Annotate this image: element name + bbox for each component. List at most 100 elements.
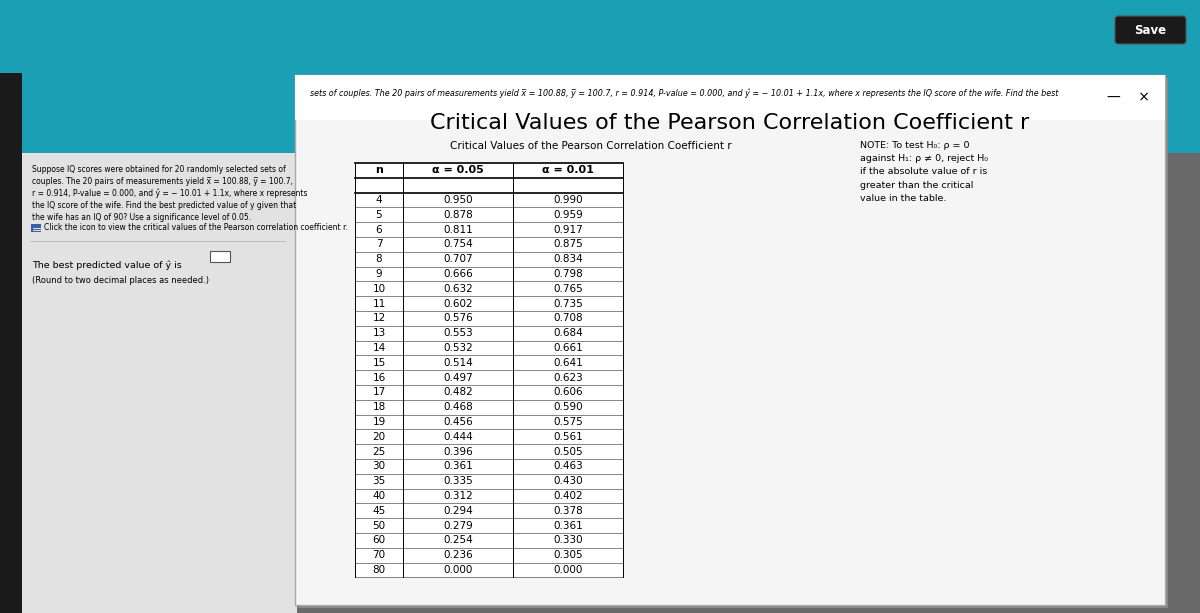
Text: 0.666: 0.666	[443, 269, 473, 279]
Bar	[0, 0, 1200, 73]
Text: 0.553: 0.553	[443, 328, 473, 338]
Text: 30: 30	[372, 462, 385, 471]
Text: 8: 8	[376, 254, 383, 264]
Text: Suppose IQ scores were obtained for 20 randomly selected sets of: Suppose IQ scores were obtained for 20 r…	[32, 165, 286, 174]
Text: Critical Values of the Pearson Correlation Coefficient r: Critical Values of the Pearson Correlati…	[431, 113, 1030, 133]
Text: 0.754: 0.754	[443, 240, 473, 249]
Text: α = 0.01: α = 0.01	[542, 166, 594, 175]
Text: 0.305: 0.305	[553, 550, 583, 560]
Text: sets of couples. The 20 pairs of measurements yield x̅ = 100.88, y̅ = 100.7, r =: sets of couples. The 20 pairs of measure…	[310, 88, 1058, 97]
Text: 35: 35	[372, 476, 385, 486]
Text: 0.576: 0.576	[443, 313, 473, 324]
Text: 0.950: 0.950	[443, 195, 473, 205]
FancyBboxPatch shape	[1115, 16, 1186, 44]
Bar	[0, 73, 22, 613]
Text: —    ×: — ×	[1108, 90, 1150, 104]
Text: 40: 40	[372, 491, 385, 501]
Text: α = 0.05: α = 0.05	[432, 166, 484, 175]
Text: 0.430: 0.430	[553, 476, 583, 486]
Text: 0.641: 0.641	[553, 358, 583, 368]
Text: 0.335: 0.335	[443, 476, 473, 486]
Text: 0.684: 0.684	[553, 328, 583, 338]
Text: 0.707: 0.707	[443, 254, 473, 264]
Text: 7: 7	[376, 240, 383, 249]
Text: NOTE: To test H₀: ρ = 0
against H₁: ρ ≠ 0, reject H₀
if the absolute value of r : NOTE: To test H₀: ρ = 0 against H₁: ρ ≠ …	[860, 141, 988, 203]
Text: 0.468: 0.468	[443, 402, 473, 412]
Text: the IQ score of the wife. Find the best predicted value of y given that: the IQ score of the wife. Find the best …	[32, 201, 296, 210]
Text: 0.279: 0.279	[443, 520, 473, 531]
Text: 0.798: 0.798	[553, 269, 583, 279]
Text: 0.000: 0.000	[553, 565, 583, 575]
Text: 25: 25	[372, 447, 385, 457]
Text: 4: 4	[376, 195, 383, 205]
Text: 0.482: 0.482	[443, 387, 473, 397]
Text: 9: 9	[376, 269, 383, 279]
Text: 0.294: 0.294	[443, 506, 473, 516]
Text: 0.708: 0.708	[553, 313, 583, 324]
Text: 0.497: 0.497	[443, 373, 473, 383]
Bar	[298, 153, 1200, 613]
Text: 0.505: 0.505	[553, 447, 583, 457]
Text: 0.532: 0.532	[443, 343, 473, 353]
Text: 0.632: 0.632	[443, 284, 473, 294]
Bar	[22, 73, 1200, 153]
Text: 80: 80	[372, 565, 385, 575]
Text: r = 0.914, P-value = 0.000, and ŷ = − 10.01 + 1.1x, where x represents: r = 0.914, P-value = 0.000, and ŷ = − 1…	[32, 189, 307, 199]
Text: 0.396: 0.396	[443, 447, 473, 457]
Text: 0.361: 0.361	[443, 462, 473, 471]
Bar	[355, 163, 623, 577]
Text: 0.623: 0.623	[553, 373, 583, 383]
Text: 0.834: 0.834	[553, 254, 583, 264]
Text: 13: 13	[372, 328, 385, 338]
Text: 0.811: 0.811	[443, 224, 473, 235]
Text: 45: 45	[372, 506, 385, 516]
Text: 0.000: 0.000	[443, 565, 473, 575]
Text: 0.606: 0.606	[553, 387, 583, 397]
Text: 0.765: 0.765	[553, 284, 583, 294]
Text: 60: 60	[372, 535, 385, 546]
Text: 15: 15	[372, 358, 385, 368]
Text: 17: 17	[372, 387, 385, 397]
Text: Save: Save	[1134, 23, 1166, 37]
Bar	[22, 153, 298, 613]
Text: 0.330: 0.330	[553, 535, 583, 546]
Text: 14: 14	[372, 343, 385, 353]
Bar	[31, 224, 41, 232]
Text: 0.561: 0.561	[553, 432, 583, 442]
Text: 0.602: 0.602	[443, 299, 473, 308]
Text: 0.402: 0.402	[553, 491, 583, 501]
Text: 0.444: 0.444	[443, 432, 473, 442]
Bar	[295, 75, 1165, 120]
Text: n: n	[376, 166, 383, 175]
Text: 0.735: 0.735	[553, 299, 583, 308]
Text: Critical Values of the Pearson Correlation Coefficient r: Critical Values of the Pearson Correlati…	[450, 141, 732, 151]
Text: 19: 19	[372, 417, 385, 427]
Bar	[298, 78, 1168, 608]
Text: 50: 50	[372, 520, 385, 531]
Text: 6: 6	[376, 224, 383, 235]
Text: 5: 5	[376, 210, 383, 220]
Bar	[295, 75, 1165, 605]
Text: 0.254: 0.254	[443, 535, 473, 546]
Text: 0.378: 0.378	[553, 506, 583, 516]
Text: 70: 70	[372, 550, 385, 560]
Bar	[210, 251, 230, 262]
Text: 20: 20	[372, 432, 385, 442]
Text: 0.312: 0.312	[443, 491, 473, 501]
Text: Click the icon to view the critical values of the Pearson correlation coefficien: Click the icon to view the critical valu…	[44, 224, 348, 232]
Text: 18: 18	[372, 402, 385, 412]
Text: 0.361: 0.361	[553, 520, 583, 531]
Text: couples. The 20 pairs of measurements yield x̅ = 100.88, y̅ = 100.7,: couples. The 20 pairs of measurements yi…	[32, 177, 293, 186]
Text: 12: 12	[372, 313, 385, 324]
Text: 0.959: 0.959	[553, 210, 583, 220]
Text: 0.575: 0.575	[553, 417, 583, 427]
Text: 0.878: 0.878	[443, 210, 473, 220]
Text: the wife has an IQ of 90? Use a significance level of 0.05.: the wife has an IQ of 90? Use a signific…	[32, 213, 251, 222]
Text: 0.236: 0.236	[443, 550, 473, 560]
Text: The best predicted value of ŷ is: The best predicted value of ŷ is	[32, 261, 181, 270]
Text: 0.990: 0.990	[553, 195, 583, 205]
Text: 0.875: 0.875	[553, 240, 583, 249]
Text: 16: 16	[372, 373, 385, 383]
Text: 0.917: 0.917	[553, 224, 583, 235]
Text: 10: 10	[372, 284, 385, 294]
